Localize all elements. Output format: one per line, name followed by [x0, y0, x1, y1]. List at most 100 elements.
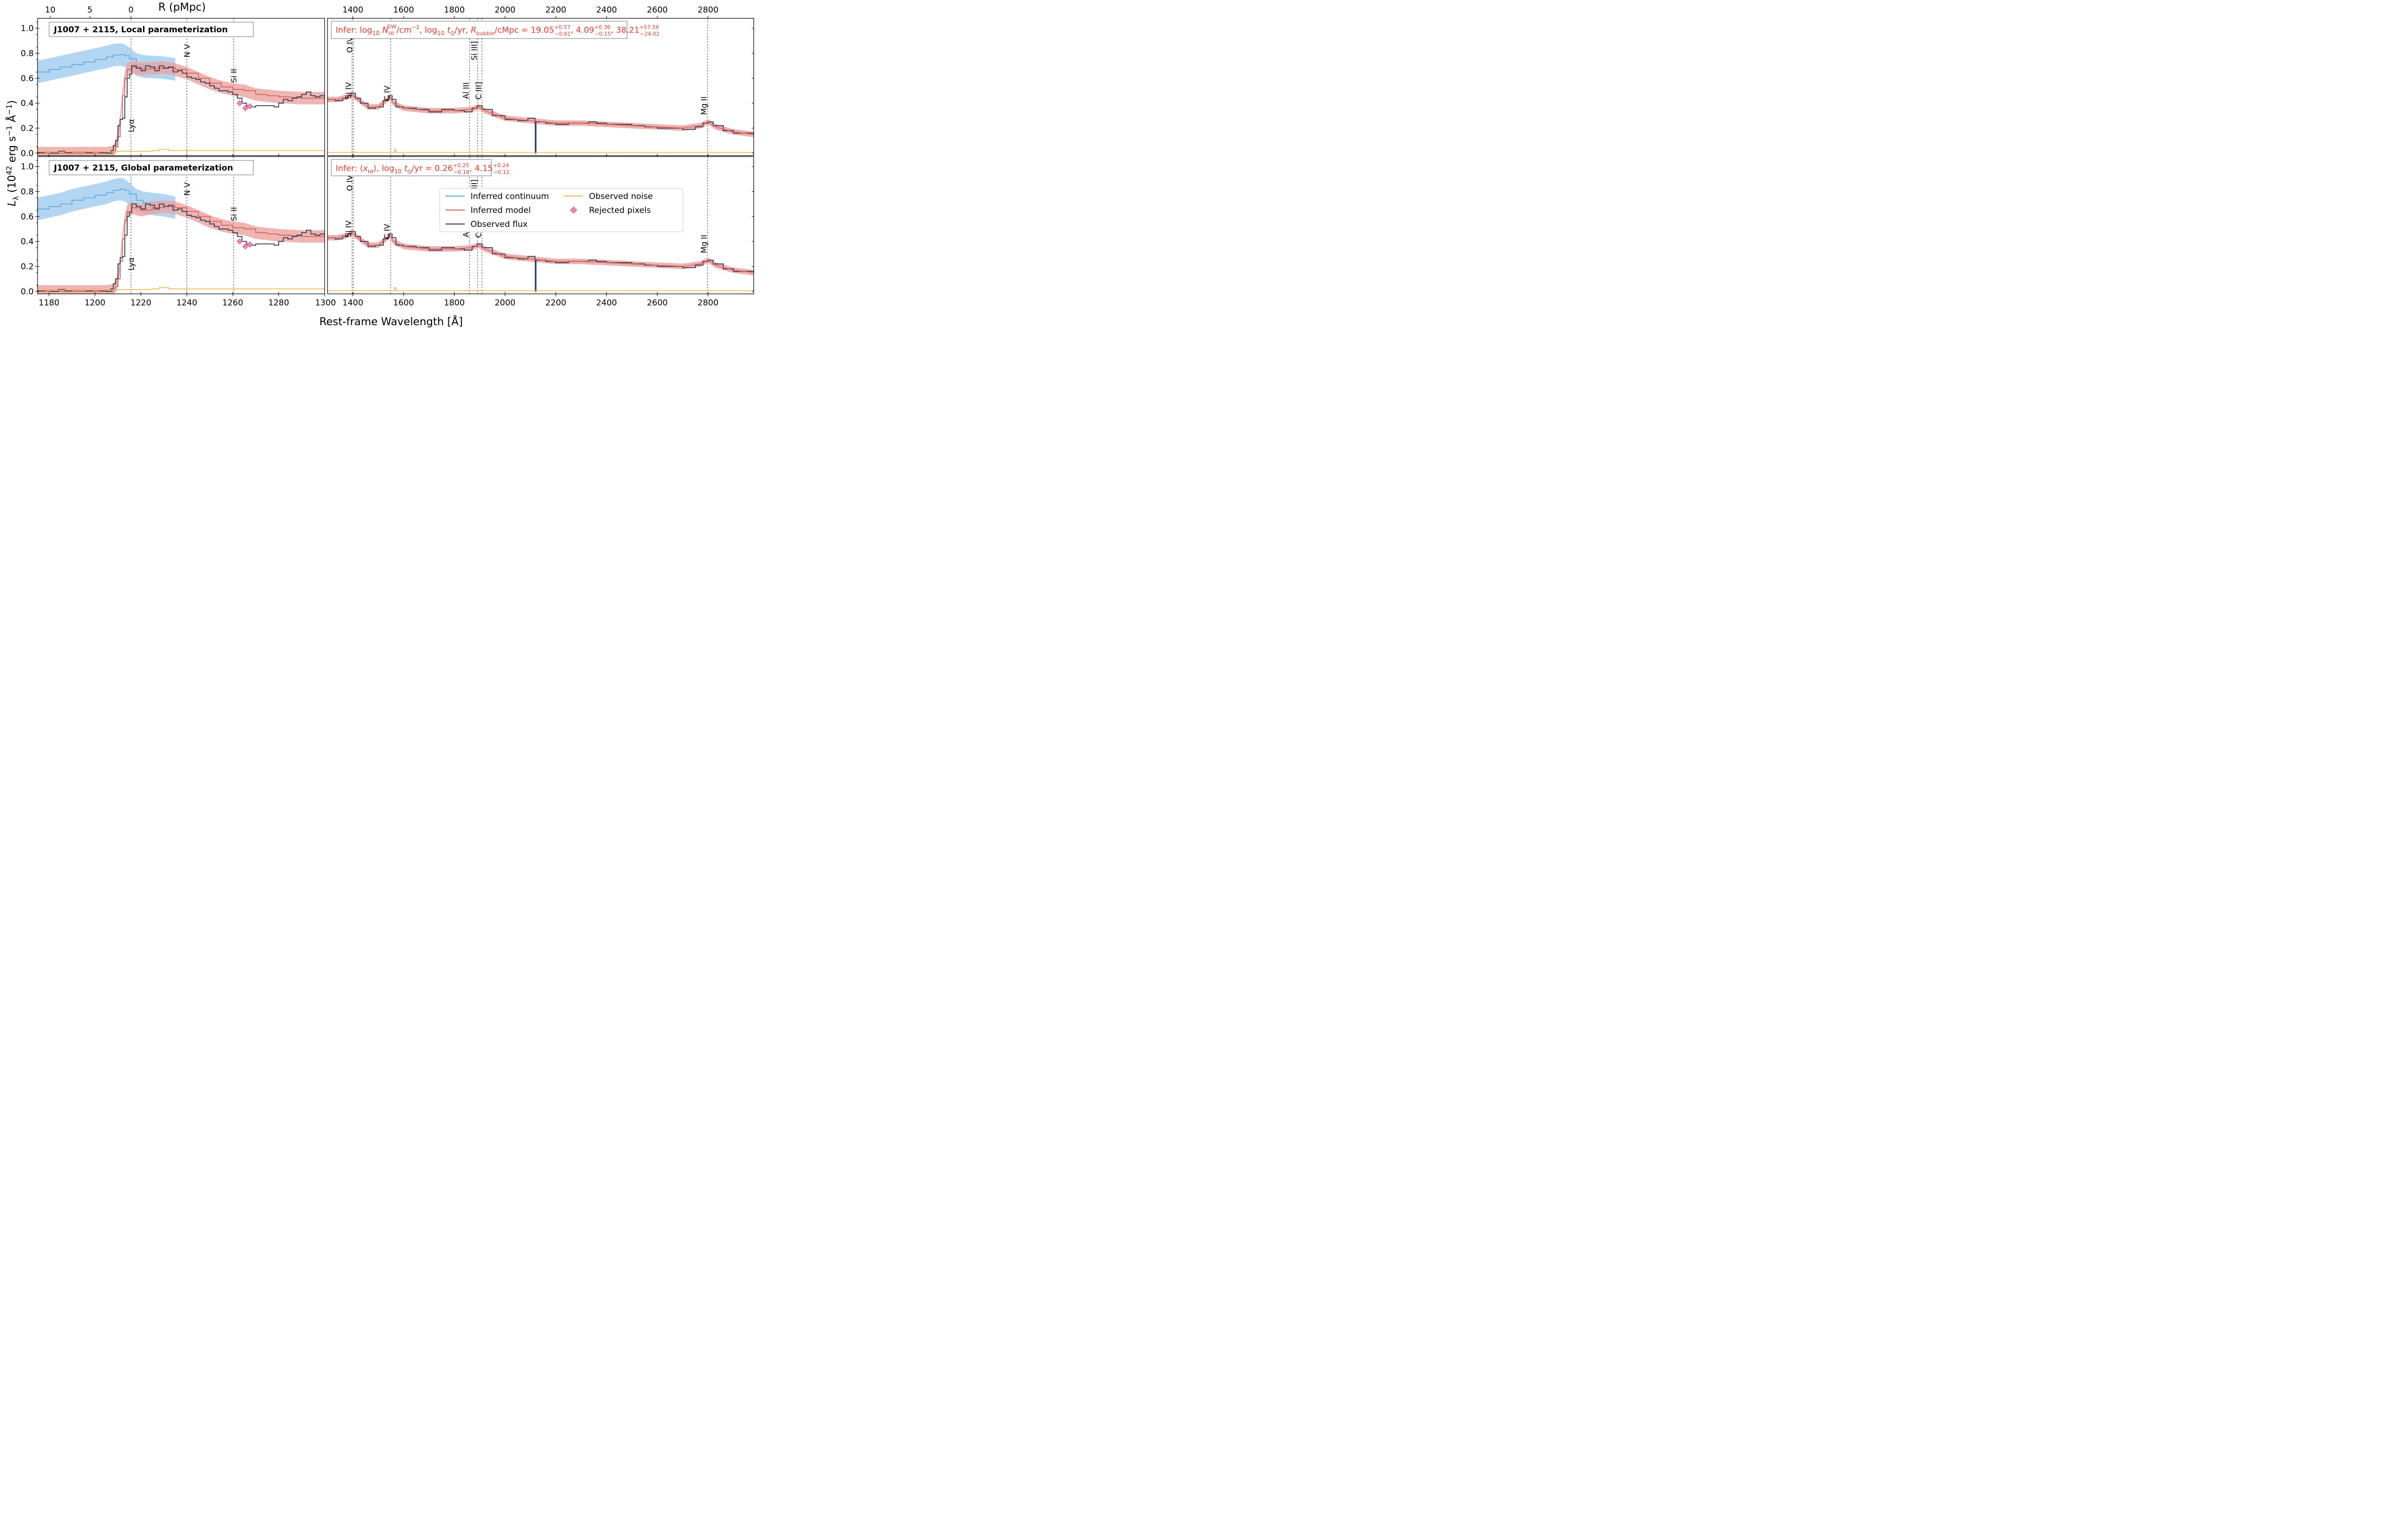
emission-line-label: Si II: [229, 207, 238, 221]
y-tick-label: 0.2: [21, 124, 34, 133]
top-tick-label: 2200: [545, 5, 566, 15]
emission-line-label: C IV: [382, 85, 392, 101]
panel-1-left: Lyα N V Si II 0.0 0.2 0.4 0.6 0.8 1.0 1180 1200 122…: [21, 156, 325, 308]
infer-text: Infer: ⟨xHI⟩, log10 tQ/yr = 0.26+0.25 −0.…: [336, 162, 510, 175]
emission-line-label: Si IV: [344, 221, 353, 237]
y-tick-label: 0.2: [21, 262, 34, 272]
x-tick-label: 1220: [131, 298, 151, 308]
top-tick-label: 5: [87, 5, 92, 15]
top-tick-label: 2600: [647, 5, 667, 15]
model-band: [38, 200, 325, 294]
top-tick-label: 2800: [698, 5, 719, 15]
emission-line-label: Mg II: [699, 96, 708, 115]
x-tick-label: 1280: [268, 298, 289, 308]
infer-text: Infer: log10 NHIDW/cm−2, log10 tQ/yr, Rb…: [336, 24, 660, 37]
y-tick-label: 1.0: [21, 162, 34, 172]
emission-line-label: O IV]: [345, 172, 354, 191]
y-axis-title: Lλ (1042 erg s−1 Å−1): [5, 100, 20, 206]
y-tick-label: 0.0: [21, 287, 34, 297]
top-tick-label: 2000: [495, 5, 515, 15]
x-tick-label: 1600: [393, 298, 414, 308]
x-tick-label: 1300: [315, 298, 336, 308]
left-axes-frame: [37, 18, 325, 156]
y-axis-title-text: Lλ (1042 erg s−1 Å−1): [5, 100, 20, 206]
legend-swatch: [570, 206, 577, 214]
top-tick-label: 1400: [342, 5, 363, 15]
model-band: [327, 230, 754, 276]
rejected-pixel-point: [242, 243, 249, 250]
infer-frame: [331, 21, 628, 39]
emission-line-label: C IV: [382, 224, 392, 239]
top-axis-title: R (pMpc): [158, 1, 206, 13]
y-tick-label: 0.4: [21, 237, 34, 247]
infer-box: Infer: ⟨xHI⟩, log10 tQ/yr = 0.26+0.25 −0.…: [331, 159, 510, 176]
panels: Lyα N V Si II 0.0 0.2 0.4 0.6 0.8 1.0 J1007 + 211…: [21, 5, 754, 308]
emission-line-label: Lyα: [127, 119, 136, 132]
top-tick-label: 1800: [444, 5, 465, 15]
legend-entry: Rejected pixels: [589, 206, 651, 215]
continuum-band: [38, 178, 176, 221]
x-tick-label: 1400: [342, 298, 363, 308]
x-axis-title: Rest-frame Wavelength [Å]: [319, 315, 463, 328]
x-tick-label: 1180: [39, 298, 59, 308]
emission-line-label: Si III]: [470, 41, 479, 60]
x-tick-label: 1200: [85, 298, 105, 308]
flux-series: [38, 65, 325, 154]
x-tick-label: 1260: [222, 298, 243, 308]
emission-line-label: N V: [183, 44, 192, 57]
right-axes-frame: [327, 156, 754, 294]
panel-title: J1007 + 2115, Local parameterization: [53, 25, 228, 35]
legend-entry: Observed flux: [471, 220, 528, 229]
emission-line-label: C III]: [474, 82, 483, 100]
model-band: [38, 61, 325, 156]
right-plot-area: [327, 18, 754, 156]
infer-box: Infer: log10 NHIDW/cm−2, log10 tQ/yr, Rb…: [331, 21, 660, 39]
legend: Inferred continuum Observed noise Inferred…: [439, 188, 683, 232]
top-tick-label: 1600: [393, 5, 414, 15]
right-axes-frame: [327, 18, 754, 156]
noise-series: [327, 149, 754, 153]
emission-line-label: Si IV: [344, 82, 353, 99]
panel-title-frame: [49, 22, 254, 37]
y-tick-label: 0.6: [21, 212, 34, 222]
x-tick-label: 1800: [444, 298, 465, 308]
legend-frame: [439, 188, 683, 232]
y-tick-label: 0.8: [21, 49, 34, 59]
x-tick-label: 2200: [545, 298, 566, 308]
emission-line-label: Al III: [461, 82, 471, 99]
panel-title-frame: [49, 160, 254, 175]
rejected-pixel-point: [236, 238, 243, 245]
emission-line-label: Lyα: [127, 257, 136, 270]
y-tick-label: 0.4: [21, 99, 34, 108]
noise-series: [327, 287, 754, 291]
emission-line-label: Si II: [229, 69, 238, 83]
top-tick-label: 2400: [596, 5, 617, 15]
left-plot-area: [38, 157, 325, 294]
left-axes-frame: [37, 156, 325, 294]
emission-line-label: N V: [183, 182, 192, 196]
model-series: [38, 66, 325, 154]
x-tick-label: 2000: [495, 298, 515, 308]
model-series: [327, 232, 754, 273]
panel-title: J1007 + 2115, Global parameterization: [53, 163, 233, 173]
model-series: [38, 206, 325, 292]
x-tick-label: 2600: [647, 298, 667, 308]
top-axis: 10 5 0 1400 1600 1800 2000 2200 2400 2600 2800: [45, 5, 719, 18]
noise-series: [38, 149, 325, 152]
infer-frame: [331, 159, 492, 176]
panel-title-box: J1007 + 2115, Global parameterization: [49, 160, 254, 175]
rejected-pixel-point: [236, 100, 243, 106]
x-tick-label: 2400: [596, 298, 617, 308]
flux-series: [38, 203, 325, 292]
rejected-pixel-point: [247, 241, 253, 248]
x-tick-label: 1240: [176, 298, 197, 308]
model-band: [327, 92, 754, 137]
y-tick-label: 0.8: [21, 187, 34, 197]
y-tick-label: 0.6: [21, 74, 34, 83]
left-plot-area: [38, 18, 325, 156]
x-tick-label: 2800: [698, 298, 719, 308]
rejected-pixel-point: [247, 103, 253, 110]
rejected-pixel-point: [242, 105, 249, 112]
